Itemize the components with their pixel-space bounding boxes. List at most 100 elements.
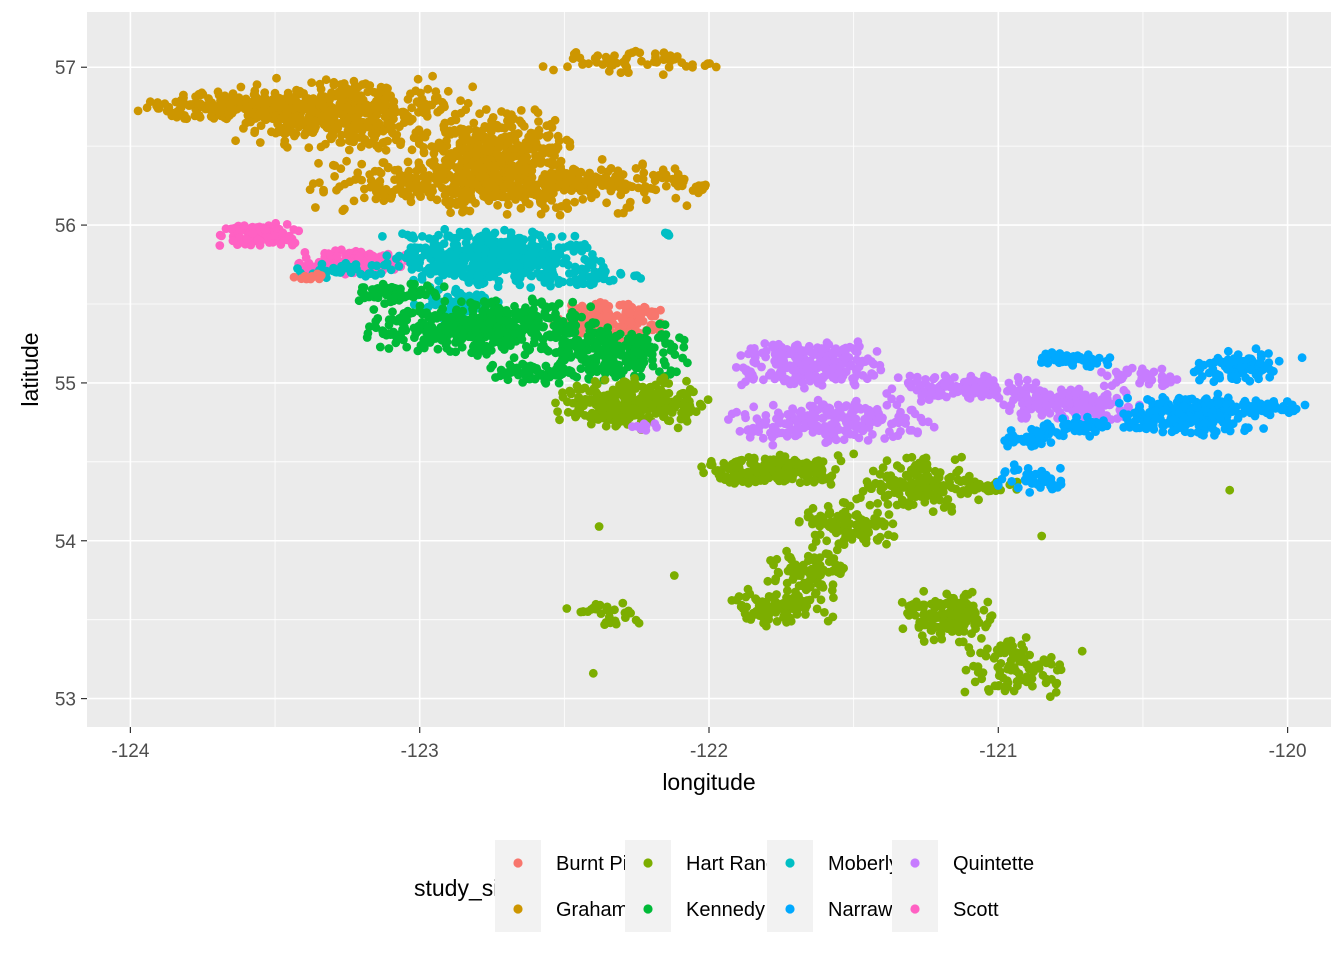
data-point <box>1042 659 1051 668</box>
data-point <box>794 592 803 601</box>
data-point <box>605 277 614 286</box>
data-point <box>418 232 427 241</box>
data-point <box>841 354 850 363</box>
data-point <box>853 522 862 531</box>
data-point <box>905 498 914 507</box>
data-point <box>934 473 943 482</box>
data-point <box>542 302 551 311</box>
data-point <box>207 112 216 121</box>
data-point <box>944 474 953 483</box>
data-point <box>577 279 586 288</box>
data-point <box>414 75 423 84</box>
data-point <box>330 172 339 181</box>
data-point <box>457 297 466 306</box>
data-point <box>595 522 604 531</box>
data-point <box>670 571 679 580</box>
data-point <box>358 283 367 292</box>
data-point <box>379 329 388 338</box>
data-point <box>671 194 680 203</box>
data-point <box>570 198 579 207</box>
data-point <box>546 149 555 158</box>
data-point <box>355 133 364 142</box>
data-point <box>524 315 533 324</box>
data-point <box>576 608 585 617</box>
data-point <box>340 79 349 88</box>
data-point <box>775 349 784 358</box>
data-point <box>283 220 292 229</box>
data-point <box>563 62 572 71</box>
data-point <box>813 468 822 477</box>
data-point <box>143 103 152 112</box>
data-point <box>422 108 431 117</box>
data-point <box>438 163 447 172</box>
data-point <box>217 232 226 241</box>
data-point <box>355 122 364 131</box>
data-point <box>810 478 819 487</box>
data-point <box>501 193 510 202</box>
data-point <box>478 307 487 316</box>
data-point <box>915 623 924 632</box>
data-point <box>571 232 580 241</box>
data-point <box>542 313 551 322</box>
data-point <box>819 583 828 592</box>
data-point <box>333 252 342 261</box>
data-point <box>914 602 923 611</box>
data-point <box>440 282 449 291</box>
data-point <box>381 100 390 109</box>
data-point <box>737 602 746 611</box>
data-point <box>231 136 240 145</box>
data-point <box>406 89 415 98</box>
data-point <box>396 284 405 293</box>
data-point <box>399 187 408 196</box>
data-point <box>792 606 801 615</box>
data-point <box>272 74 281 83</box>
data-point <box>966 485 975 494</box>
data-point <box>433 179 442 188</box>
data-point <box>1025 663 1034 672</box>
data-point <box>461 105 470 114</box>
data-point <box>296 87 305 96</box>
data-point <box>712 63 721 72</box>
data-point <box>534 117 543 126</box>
data-point <box>490 182 499 191</box>
data-point <box>345 146 354 155</box>
data-point <box>340 180 349 189</box>
data-point <box>671 397 680 406</box>
data-point <box>559 259 568 268</box>
data-point <box>673 52 682 61</box>
data-point <box>386 108 395 117</box>
data-point <box>377 269 386 278</box>
data-point <box>715 471 724 480</box>
data-point <box>618 599 627 608</box>
data-point <box>636 274 645 283</box>
data-point <box>760 339 769 348</box>
data-point <box>376 343 385 352</box>
data-point <box>294 103 303 112</box>
data-point <box>466 251 475 260</box>
data-point <box>798 378 807 387</box>
data-point <box>396 315 405 324</box>
data-point <box>923 464 932 473</box>
data-point <box>782 618 791 627</box>
data-point <box>889 519 898 528</box>
data-point <box>317 143 326 152</box>
data-point <box>798 470 807 479</box>
data-point <box>784 553 793 562</box>
data-point <box>402 343 411 352</box>
data-point <box>890 488 899 497</box>
data-point <box>782 601 791 610</box>
data-point <box>782 362 791 371</box>
data-point <box>372 323 381 332</box>
data-point <box>555 415 564 424</box>
data-point <box>474 281 483 290</box>
data-point <box>432 292 441 301</box>
data-point <box>744 479 753 488</box>
data-point <box>627 360 636 369</box>
data-point <box>829 554 838 563</box>
data-point <box>486 272 495 281</box>
data-point <box>497 261 506 270</box>
data-point <box>532 138 541 147</box>
data-point <box>813 605 822 614</box>
data-point <box>330 78 339 87</box>
data-point <box>970 621 979 630</box>
